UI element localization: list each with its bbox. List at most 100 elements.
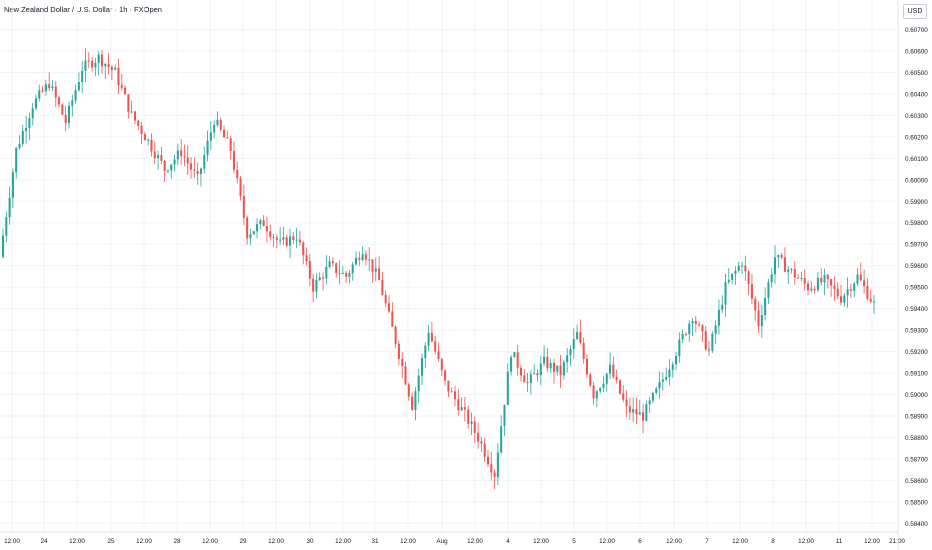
candle-body: [467, 409, 470, 424]
candle-body: [770, 274, 773, 283]
candle-body: [295, 239, 298, 241]
candle-body: [869, 298, 872, 302]
candle-body: [206, 140, 209, 156]
candle-body: [460, 407, 463, 411]
candle-body: [114, 67, 117, 70]
candle-body: [77, 81, 80, 91]
y-tick-label: 0.59800: [905, 220, 928, 227]
candle-body: [783, 257, 786, 272]
y-tick-label: 0.60300: [905, 113, 928, 120]
x-tick-label: 5: [572, 538, 576, 545]
candle-body: [71, 100, 74, 106]
candle-body: [490, 464, 493, 473]
candle-body: [477, 432, 480, 442]
candle-body: [658, 381, 661, 389]
candle-body: [737, 265, 740, 271]
candle-body: [384, 294, 387, 304]
candle-body: [15, 147, 18, 173]
candle-body: [143, 134, 146, 141]
x-tick-label: 29: [239, 538, 247, 545]
y-tick-label: 0.59600: [905, 263, 928, 270]
candle-body: [638, 412, 641, 415]
candle-body: [437, 351, 440, 359]
candle-body: [483, 443, 486, 457]
currency-label[interactable]: USD: [903, 4, 927, 19]
candle-body: [688, 323, 691, 335]
y-tick-label: 0.60100: [905, 156, 928, 163]
candle-body: [480, 441, 483, 444]
candle-body: [447, 380, 450, 392]
candle-body: [430, 332, 433, 342]
candle-body: [107, 64, 110, 67]
candle-body: [536, 373, 539, 376]
candle-body: [325, 266, 328, 279]
candle-body: [813, 288, 816, 291]
y-tick-label: 0.60000: [905, 177, 928, 184]
candle-body: [391, 311, 394, 327]
x-tick-label: 12:00: [732, 538, 748, 545]
candle-body: [137, 120, 140, 126]
candle-body: [543, 356, 546, 364]
candle-body: [104, 64, 107, 67]
candle-body: [863, 280, 866, 287]
candle-body: [576, 332, 579, 340]
candle-body: [252, 231, 255, 235]
candle-body: [21, 130, 24, 144]
candle-body: [859, 274, 862, 281]
candle-body: [160, 155, 163, 161]
candle-body: [61, 104, 64, 115]
x-tick-label: 25: [107, 538, 115, 545]
candle-body: [133, 111, 136, 121]
candle-body: [516, 352, 519, 368]
x-tick-label: 7: [705, 538, 709, 545]
candle-body: [849, 289, 852, 291]
candle-body: [259, 220, 262, 225]
candle-body: [31, 108, 34, 119]
candle-body: [797, 277, 800, 279]
candle-body: [780, 254, 783, 258]
candle-body: [704, 331, 707, 350]
candle-body: [668, 369, 671, 377]
candle-body: [615, 376, 618, 381]
candle-body: [150, 139, 153, 152]
candle-body: [298, 239, 301, 243]
candle-body: [74, 90, 77, 101]
candle-body: [292, 236, 295, 240]
candle-body: [315, 279, 318, 292]
candle-body: [265, 225, 268, 232]
candle-body: [648, 400, 651, 405]
candle-body: [635, 409, 638, 415]
candle-body: [572, 339, 575, 350]
candle-body: [407, 384, 410, 397]
candle-body: [272, 236, 275, 238]
candle-body: [361, 254, 364, 260]
candle-body: [810, 288, 813, 291]
y-tick-label: 0.59100: [905, 371, 928, 378]
candle-body: [318, 277, 321, 280]
candle-body: [87, 60, 90, 62]
candle-body: [833, 285, 836, 289]
x-tick-label: 12:00: [533, 538, 549, 545]
x-tick-label: 12:00: [666, 538, 682, 545]
candle-body: [562, 362, 565, 376]
candle-body: [592, 385, 595, 399]
candle-body: [38, 90, 41, 99]
candle-body: [823, 274, 826, 283]
candle-body: [100, 54, 104, 67]
candle-body: [153, 151, 156, 159]
candle-body: [190, 163, 193, 170]
candle-body: [371, 259, 374, 272]
candle-body: [453, 391, 457, 400]
candle-body: [552, 363, 555, 372]
candle-body: [411, 396, 414, 410]
candle-body: [701, 325, 704, 332]
candle-body: [605, 373, 608, 384]
candle-body: [51, 86, 54, 89]
candle-body: [302, 242, 305, 256]
candle-body: [800, 277, 803, 279]
y-tick-label: 0.59900: [905, 199, 928, 206]
x-tick-label: 12:00: [136, 538, 152, 545]
candle-body: [595, 391, 598, 399]
